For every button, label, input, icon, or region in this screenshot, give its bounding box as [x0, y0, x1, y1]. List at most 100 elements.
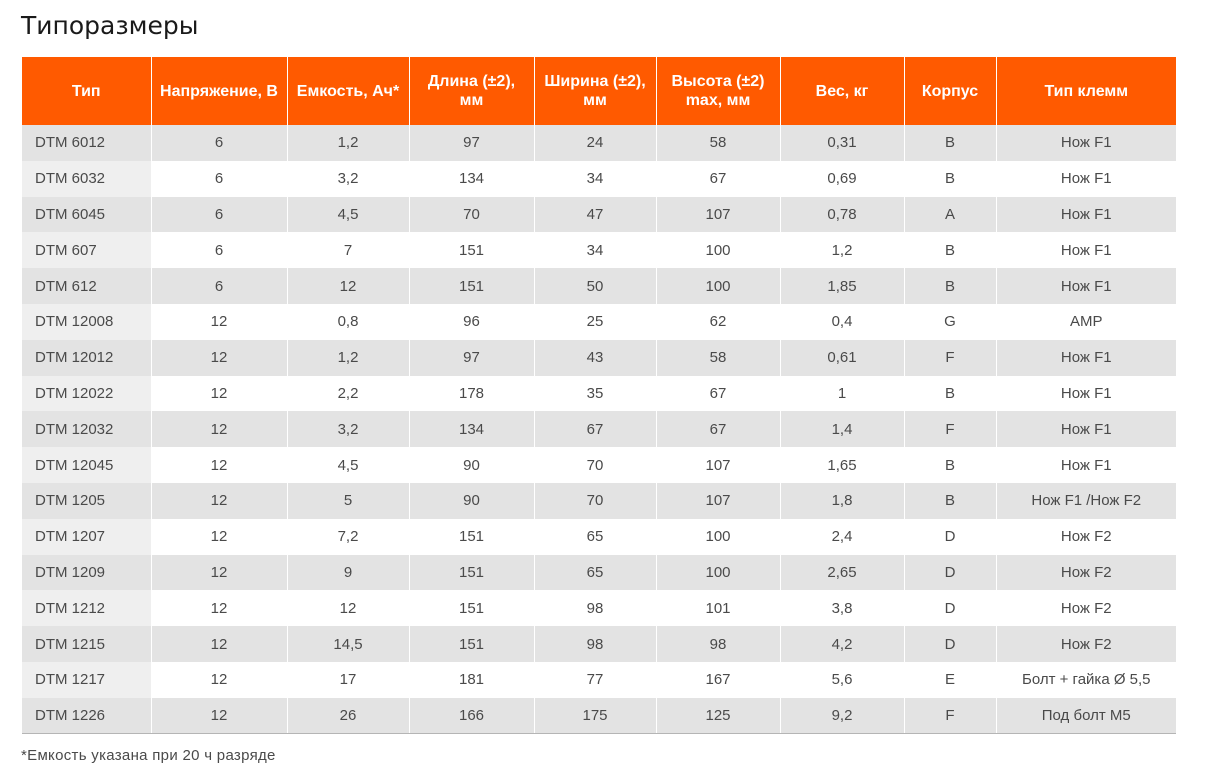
table-cell: 12 [151, 303, 288, 340]
table-cell: 151 [409, 554, 535, 591]
table-cell: Нож F1 /Нож F2 [996, 482, 1176, 519]
table-cell: A [904, 196, 997, 233]
table-cell: B [904, 160, 997, 197]
table-cell: 67 [656, 375, 781, 412]
table-cell: 98 [534, 590, 657, 627]
table-cell: 6 [151, 125, 288, 161]
table-cell: 90 [409, 482, 535, 519]
table-cell: 7 [287, 232, 410, 269]
table-cell: 14,5 [287, 626, 410, 662]
table-cell: 4,2 [780, 626, 905, 662]
table-body: DTM 6012 6 1,2 97 24 58 0,31 B Нож F1 DTM 6032 6 3,… [22, 125, 1176, 735]
table-cell: 1,2 [287, 339, 410, 376]
table-cell: 125 [656, 697, 781, 735]
table-cell: D [904, 590, 997, 627]
table-cell: 12 [151, 447, 288, 483]
table-cell: B [904, 232, 997, 269]
table-cell: 0,61 [780, 339, 905, 376]
table-cell: 34 [534, 232, 657, 269]
column-header: Корпус [904, 57, 997, 125]
table-cell: 98 [534, 626, 657, 662]
table-cell: 9 [287, 554, 410, 591]
table-cell: 12 [151, 661, 288, 698]
table-cell: 3,2 [287, 411, 410, 448]
table-cell: 6 [151, 268, 288, 304]
table-cell: 166 [409, 697, 535, 735]
table-cell: 1,2 [780, 232, 905, 269]
column-header: Емкость, Ач* [287, 57, 410, 125]
table-cell: Нож F1 [996, 232, 1176, 269]
table-row: DTM 12008 12 0,8 96 25 62 0,4 G AMP [22, 303, 1176, 340]
column-header: Тип [22, 57, 152, 125]
page-title: Типоразмеры [21, 11, 199, 40]
table-cell: 100 [656, 554, 781, 591]
table-cell: Под болт M5 [996, 697, 1176, 735]
table-cell: Нож F1 [996, 160, 1176, 197]
table-cell: 34 [534, 160, 657, 197]
column-header: Тип клемм [996, 57, 1176, 125]
table-cell: Нож F1 [996, 268, 1176, 304]
table-cell: 12 [287, 268, 410, 304]
table-cell: E [904, 661, 997, 698]
table-cell: 77 [534, 661, 657, 698]
table-cell: 178 [409, 375, 535, 412]
table-cell: 1,8 [780, 482, 905, 519]
table-cell: F [904, 697, 997, 735]
table-cell: 151 [409, 268, 535, 304]
table-cell: 107 [656, 196, 781, 233]
table-cell: B [904, 268, 997, 304]
table-cell: 1,85 [780, 268, 905, 304]
table-cell: 100 [656, 232, 781, 269]
table-cell: 2,65 [780, 554, 905, 591]
column-header: Вес, кг [780, 57, 905, 125]
table-cell: B [904, 447, 997, 483]
table-cell: 70 [409, 196, 535, 233]
table-cell: 12 [151, 626, 288, 662]
table-cell: DTM 6012 [22, 125, 152, 161]
table-cell: 58 [656, 125, 781, 161]
table-cell: 5,6 [780, 661, 905, 698]
table-row: DTM 1226 12 26 166 175 125 9,2 F Под болт M5 [22, 697, 1176, 735]
table-header: Тип Напряжение, В Емкость, Ач* Длина (±2), … [22, 57, 1176, 125]
table-cell: DTM 612 [22, 268, 152, 304]
table-cell: D [904, 554, 997, 591]
table-cell: 134 [409, 411, 535, 448]
table-cell: Болт + гайка Ø 5,5 [996, 661, 1176, 698]
table-cell: 100 [656, 518, 781, 555]
table-cell: DTM 12032 [22, 411, 152, 448]
table-cell: 9,2 [780, 697, 905, 735]
table-cell: Нож F2 [996, 518, 1176, 555]
table-cell: 67 [656, 411, 781, 448]
table-cell: 5 [287, 482, 410, 519]
table-cell: 1 [780, 375, 905, 412]
table-cell: 24 [534, 125, 657, 161]
table-cell: 0,4 [780, 303, 905, 340]
table-cell: 2,4 [780, 518, 905, 555]
table-cell: B [904, 125, 997, 161]
table-cell: Нож F2 [996, 590, 1176, 627]
table-cell: 97 [409, 339, 535, 376]
table-cell: Нож F2 [996, 626, 1176, 662]
table-cell: 62 [656, 303, 781, 340]
table-cell: 58 [656, 339, 781, 376]
table-cell: F [904, 411, 997, 448]
table-cell: 12 [151, 518, 288, 555]
table-cell: 7,2 [287, 518, 410, 555]
table-row: DTM 1205 12 5 90 70 107 1,8 B Нож F1 /Нож F2 [22, 482, 1176, 519]
table-cell: 70 [534, 447, 657, 483]
table-cell: 107 [656, 447, 781, 483]
table-cell: 96 [409, 303, 535, 340]
table-cell: 98 [656, 626, 781, 662]
table-cell: 12 [287, 590, 410, 627]
table-cell: 50 [534, 268, 657, 304]
table-cell: 65 [534, 554, 657, 591]
table-row: DTM 6032 6 3,2 134 34 67 0,69 B Нож F1 [22, 160, 1176, 197]
table-row: DTM 12032 12 3,2 134 67 67 1,4 F Нож F1 [22, 411, 1176, 448]
table-cell: 151 [409, 232, 535, 269]
table-row: DTM 1207 12 7,2 151 65 100 2,4 D Нож F2 [22, 518, 1176, 555]
table-cell: 47 [534, 196, 657, 233]
table-cell: 17 [287, 661, 410, 698]
table-cell: 181 [409, 661, 535, 698]
table-cell: 0,31 [780, 125, 905, 161]
table-cell: Нож F1 [996, 411, 1176, 448]
